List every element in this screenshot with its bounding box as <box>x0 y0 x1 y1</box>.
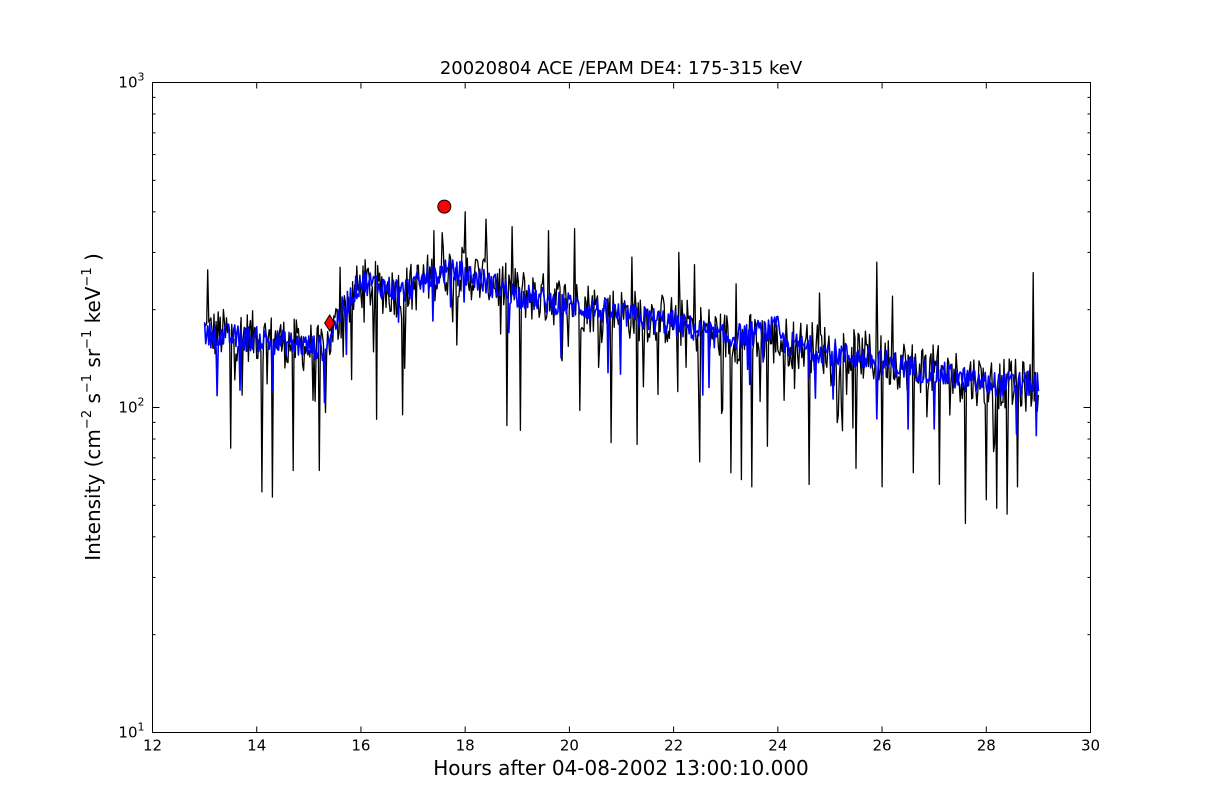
y-label-exp2: −1 <box>80 374 95 393</box>
peak-marker-circle <box>437 199 452 214</box>
x-tick-label: 24 <box>768 737 787 755</box>
y-label-suffix: ) <box>81 253 105 267</box>
y-tick-label: 103 <box>118 71 144 92</box>
x-tick-label: 14 <box>247 737 266 755</box>
x-tick-label: 18 <box>456 737 475 755</box>
x-tick-label: 22 <box>664 737 683 755</box>
y-tick-label: 101 <box>118 721 144 742</box>
y-label-exp1: −2 <box>80 410 95 429</box>
x-tick-label: 12 <box>143 737 162 755</box>
y-label-exp3: −1 <box>80 330 95 349</box>
y-label-kev: keV <box>81 286 105 330</box>
x-tick-label: 26 <box>873 737 892 755</box>
x-tick-label: 30 <box>1081 737 1100 755</box>
y-label-prefix: Intensity (cm <box>81 429 105 561</box>
y-label-sr: sr <box>81 348 105 374</box>
series-smoothed-line <box>203 258 1040 437</box>
y-label-s: s <box>81 393 105 410</box>
x-tick-label: 20 <box>560 737 579 755</box>
x-axis-label: Hours after 04-08-2002 13:00:10.000 <box>433 756 809 780</box>
y-tick-label: 102 <box>118 396 144 417</box>
y-label-exp4: −1 <box>80 267 95 286</box>
chart-title: 20020804 ACE /EPAM DE4: 175-315 keV <box>440 58 803 79</box>
y-axis-label: Intensity (cm−2 s−1 sr−1 keV−1 ) <box>80 253 105 561</box>
onset-marker-diamond <box>324 314 336 332</box>
x-tick-label: 16 <box>351 737 370 755</box>
x-tick-label: 28 <box>977 737 996 755</box>
series-raw-line <box>204 211 1040 525</box>
